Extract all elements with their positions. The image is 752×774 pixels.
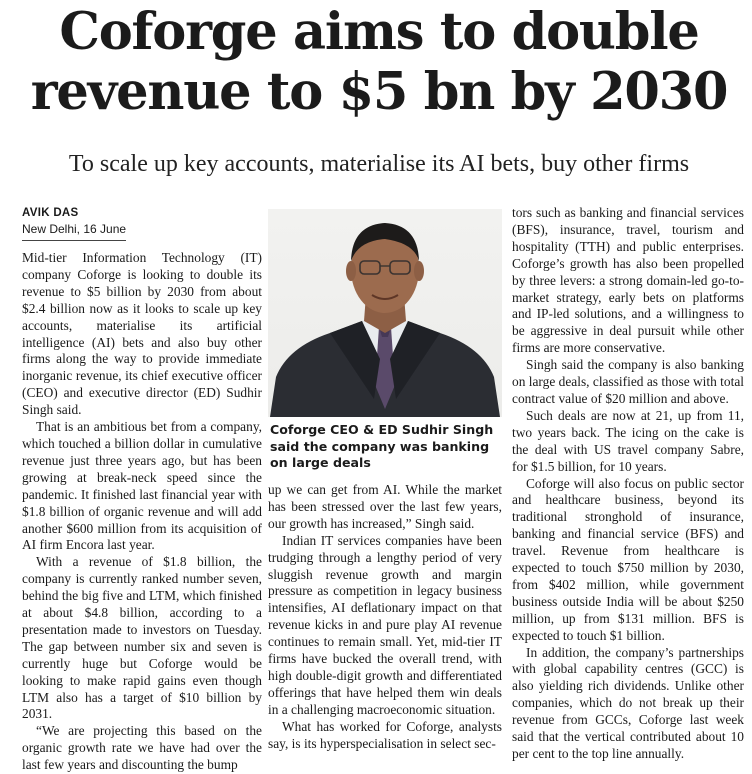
paragraph: up we can get from AI. While the market … — [268, 482, 502, 531]
dateline: New Delhi, 16 June — [22, 220, 127, 241]
paragraph: What has worked for Coforge, analysts sa… — [268, 718, 502, 751]
paragraph: That is an ambitious bet from a company,… — [22, 419, 262, 553]
byline: AVIK DAS New Delhi, 16 June — [22, 206, 262, 241]
paragraph: In addition, the company’s partnerships … — [512, 644, 744, 761]
portrait-photo-icon — [270, 223, 500, 417]
article-column-2: up we can get from AI. While the market … — [268, 482, 502, 753]
paragraph: Such deals are now at 21, up from 11, tw… — [512, 407, 744, 474]
deck-subheadline: To scale up key accounts, materialise it… — [68, 151, 690, 177]
article-column-1: Mid-tier Information Technology (IT) com… — [22, 250, 262, 774]
article-column-3: tors such as banking and financial servi… — [512, 205, 744, 763]
author-name: AVIK DAS — [22, 207, 79, 219]
paragraph: With a revenue of $1.8 billion, the comp… — [22, 554, 262, 722]
paragraph: Indian IT services companies have been t… — [268, 532, 502, 717]
paragraph: “We are projecting this based on the org… — [22, 723, 262, 773]
portrait-photo — [268, 209, 502, 417]
paragraph: Coforge will also focus on public sector… — [512, 475, 744, 643]
paragraph: Singh said the company is also banking o… — [512, 357, 744, 406]
paragraph: Mid-tier Information Technology (IT) com… — [22, 250, 262, 418]
paragraph: tors such as banking and financial servi… — [512, 205, 744, 356]
headline: Coforge aims to double revenue to $5 bn … — [30, 2, 729, 122]
photo-caption: Coforge CEO & ED Sudhir Singh said the c… — [270, 422, 494, 470]
